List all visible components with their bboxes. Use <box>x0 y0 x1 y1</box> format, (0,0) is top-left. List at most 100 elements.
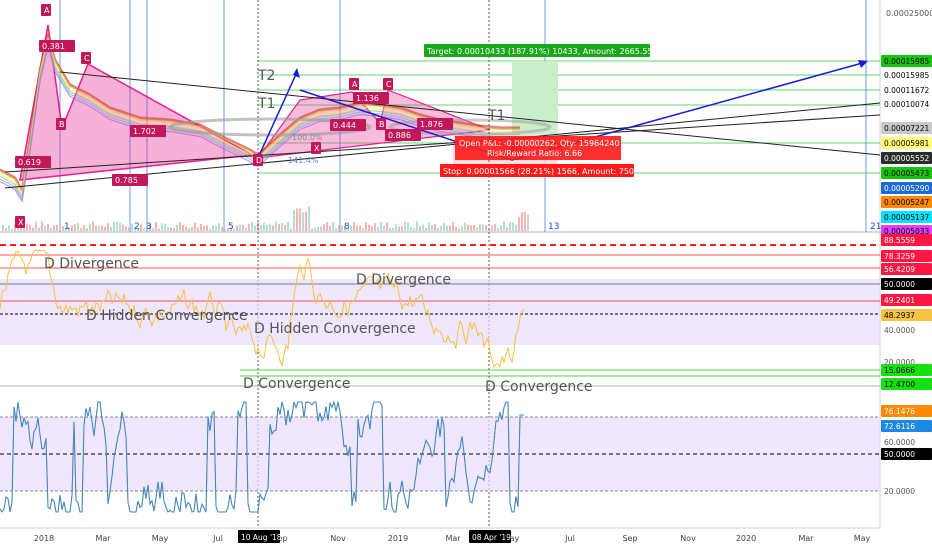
volume-bar <box>17 226 19 231</box>
volume-bar <box>200 224 202 231</box>
price-axis-label-bg <box>881 152 932 164</box>
volume-bar <box>362 227 364 231</box>
pattern-label-right: 0.444 <box>330 119 366 131</box>
volume-bar <box>92 221 94 231</box>
stoch-axis-label-text: 72.6116 <box>884 422 915 431</box>
pattern-label-right-bg <box>353 92 389 104</box>
pattern-label-left-text: 1.702 <box>133 127 156 136</box>
volume-bar <box>5 228 7 231</box>
volume-bar <box>233 228 235 231</box>
time-axis-label: Mar <box>445 534 461 543</box>
volume-bar <box>377 227 379 231</box>
volume-bar <box>155 221 157 231</box>
volume-bar <box>287 221 289 231</box>
time-axis-highlight: 10 Aug '18 <box>238 530 282 543</box>
trend-line <box>4 114 881 173</box>
stoch-axis-label-bg <box>881 405 932 417</box>
volume-bar <box>254 225 256 231</box>
pattern-label-right-text: B <box>379 120 385 129</box>
rsi-axis-label-bg <box>881 294 932 306</box>
volume-bar <box>413 227 415 231</box>
time-axis-label: 2018 <box>34 534 54 543</box>
volume-bar <box>305 211 307 231</box>
volume-bar <box>218 223 220 231</box>
rsi-axis-label-text: 15.0666 <box>884 366 915 375</box>
volume-bar <box>491 225 493 231</box>
volume-bar <box>284 224 286 231</box>
price-axis-label: 0.00005473 <box>881 167 932 179</box>
volume-bar <box>464 222 466 231</box>
pattern-label-right-bg <box>383 78 393 90</box>
volume-bar <box>461 226 463 231</box>
volume-bar <box>509 222 511 231</box>
cycle-number: 8 <box>344 222 350 232</box>
volume-bar <box>353 221 355 231</box>
volume-bar <box>386 222 388 231</box>
rsi-axis-label-text: 78.3259 <box>884 252 915 261</box>
pattern-label-left-bg <box>41 4 51 16</box>
volume-bar <box>266 224 268 231</box>
time-axis-label: Mar <box>798 534 814 543</box>
pattern-label-right-text: 1.136 <box>356 94 379 103</box>
rsi-axis-label-bg <box>881 263 932 275</box>
volume-bar <box>38 228 40 231</box>
rsi-line <box>0 249 525 369</box>
volume-bar <box>296 208 298 231</box>
volume-bar <box>320 226 322 231</box>
divergence-annotation: D Hidden Convergence <box>254 321 416 337</box>
price-axis-label-text: 0.00010074 <box>884 100 930 109</box>
volume-bar <box>269 223 271 231</box>
volume-bar <box>47 223 49 231</box>
volume-bar <box>89 223 91 231</box>
volume-bar <box>26 223 28 231</box>
volume-bar <box>182 225 184 231</box>
time-axis-label: Mar <box>95 534 111 543</box>
stoch-k-line <box>0 400 524 513</box>
arrow-head <box>858 60 868 68</box>
rsi-axis-label: 88.5559 <box>881 234 932 246</box>
volume-bar <box>293 210 295 231</box>
volume-bar <box>137 228 139 231</box>
volume-bar <box>407 222 409 231</box>
time-axis-highlight-text: 10 Aug '18 <box>241 533 282 542</box>
volume-bar <box>74 224 76 231</box>
volume-bar <box>35 221 37 231</box>
volume-bar <box>224 228 226 231</box>
volume-bar <box>119 223 121 231</box>
price-axis-label-text: 0.00005033 <box>884 227 930 236</box>
price-axis-label: 0.00007221 <box>881 122 932 134</box>
pattern-label-left: B <box>56 118 66 130</box>
stoch-axis-label-bg <box>881 436 932 448</box>
volume-bar <box>281 222 283 231</box>
volume-bar <box>173 228 175 231</box>
time-axis-label: May <box>152 534 169 543</box>
trend-line <box>4 102 881 189</box>
volume-bar <box>398 226 400 231</box>
volume-bar <box>164 223 166 231</box>
rsi-axis-label: 50.0000 <box>881 278 932 290</box>
pattern-label-left-bg <box>15 216 25 228</box>
volume-bar <box>134 226 136 231</box>
volume-bar <box>8 225 10 231</box>
pattern-label-left: A <box>41 4 51 16</box>
volume-bar <box>80 227 82 231</box>
volume-bar <box>161 223 163 231</box>
volume-bar <box>140 224 142 231</box>
pattern-label-D-text: D <box>256 156 262 165</box>
rsi-axis-label-bg <box>881 234 932 246</box>
volume-bar <box>335 228 337 231</box>
rsi-axis-label-text: 40.0000 <box>884 326 915 335</box>
divergence-annotation: D Hidden Convergence <box>86 308 248 324</box>
volume-bar <box>452 221 454 231</box>
volume-bar <box>194 222 196 231</box>
pattern-label-right-text: X <box>314 144 320 153</box>
price-axis-label-bg <box>881 137 932 149</box>
pattern-label-left: C <box>81 52 91 64</box>
rsi-axis-label: 49.2401 <box>881 294 932 306</box>
target-box-bg <box>424 44 650 57</box>
price-axis-label: 0.00011672 <box>881 84 932 96</box>
stoch-panel <box>0 400 880 513</box>
pattern-label-left-text: C <box>84 54 90 63</box>
volume-bar <box>524 211 526 231</box>
